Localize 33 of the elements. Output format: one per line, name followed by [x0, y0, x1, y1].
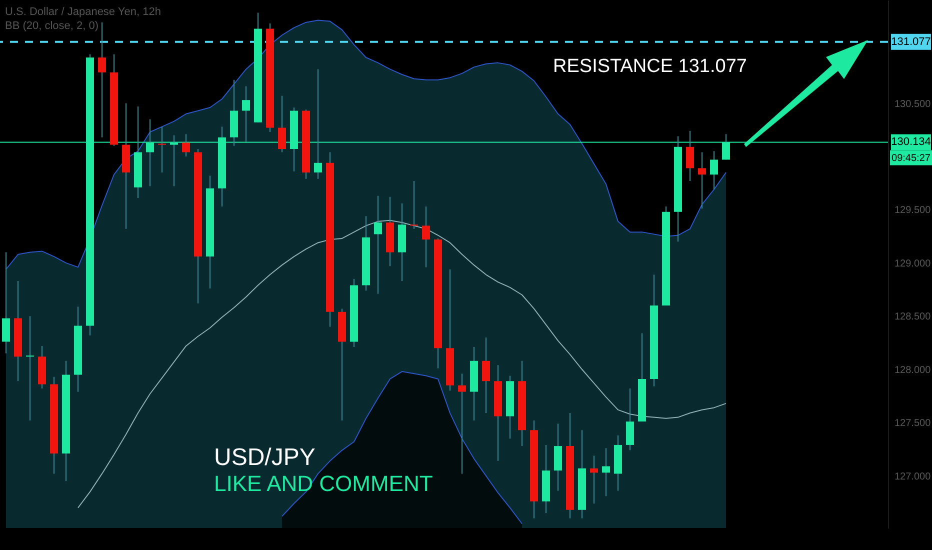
text: U.S. Dollar / Japanese Yen, 12h: [5, 6, 161, 18]
ref-line-label: 131.077: [891, 36, 931, 48]
y-tick-label: 128.000: [894, 364, 932, 376]
candlestick: [158, 126, 166, 173]
candlestick: [26, 316, 34, 421]
y-tick-label: 127.000: [894, 471, 932, 482]
y-tick-label: 128.500: [894, 312, 932, 323]
candlestick: [278, 95, 286, 153]
ref-line-label: 130.134: [891, 136, 931, 148]
candlestick: [98, 22, 106, 138]
candlestick: [458, 373, 466, 474]
annotation: LIKE AND COMMENT: [214, 471, 433, 496]
candlestick: [698, 152, 706, 210]
annotation: USD/JPY: [214, 444, 316, 471]
candlestick: [590, 455, 598, 504]
candlestick: [686, 130, 694, 182]
candlestick: [482, 336, 490, 414]
line-series: [78, 220, 726, 508]
candlestick: [626, 388, 634, 451]
y-tick-label: 129.000: [894, 258, 932, 270]
candlestick: [182, 134, 190, 157]
y-tick-label: 130.500: [894, 98, 932, 110]
candlestick: [602, 448, 610, 497]
annotation: RESISTANCE 131.077: [553, 56, 747, 77]
text: 09:45:27: [892, 153, 931, 164]
y-tick-label: 129.500: [894, 205, 932, 216]
candlestick: [374, 195, 382, 294]
candlestick: [410, 180, 418, 230]
candlestick: [2, 252, 10, 354]
text: BB (20, close, 2, 0): [5, 20, 99, 32]
y-tick-label: 127.500: [894, 418, 932, 430]
candlestick: [710, 150, 718, 190]
candlestick: [422, 206, 430, 268]
